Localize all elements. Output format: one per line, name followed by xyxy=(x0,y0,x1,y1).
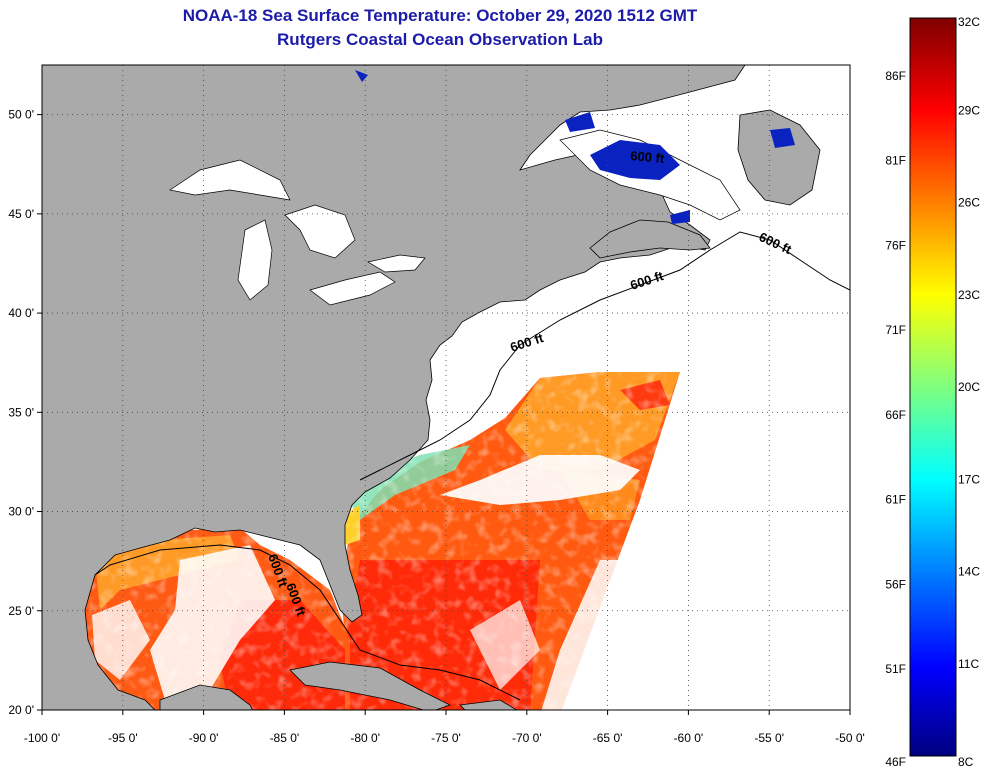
colorbar-celsius-label: 29C xyxy=(958,103,980,117)
lat-tick-label: 40 0' xyxy=(8,306,34,320)
lon-tick-label: -80 0' xyxy=(350,731,380,745)
contour-gulf xyxy=(94,544,521,701)
contour-label: 600 ft xyxy=(630,148,666,166)
map-subtitle: Rutgers Coastal Ocean Observation Lab xyxy=(277,30,603,49)
colorbar-fahrenheit-labels: 86F 81F 76F 71F 66F 61F 56F 51F 46F xyxy=(885,69,906,769)
lon-tick-label: -55 0' xyxy=(754,731,784,745)
latitude-axis: 20 0' 25 0' 30 0' 35 0' 40 0' 45 0' 50 0' xyxy=(8,108,42,717)
lat-tick-label: 35 0' xyxy=(8,405,34,419)
map-title: NOAA-18 Sea Surface Temperature: October… xyxy=(182,6,698,25)
lon-tick-label: -85 0' xyxy=(270,731,300,745)
lon-tick-label: -90 0' xyxy=(189,731,219,745)
colorbar-celsius-label: 11C xyxy=(958,657,979,671)
colorbar xyxy=(909,17,957,757)
lat-tick-label: 50 0' xyxy=(8,108,34,122)
lon-tick-label: -65 0' xyxy=(593,731,623,745)
colorbar-celsius-labels: 32C 29C 26C 23C 20C 17C 14C 11C 8C xyxy=(958,15,980,769)
colorbar-celsius-label: 20C xyxy=(958,380,980,394)
lon-tick-label: -50 0' xyxy=(835,731,865,745)
lat-tick-label: 45 0' xyxy=(8,207,34,221)
colorbar-celsius-label: 32C xyxy=(958,15,980,29)
lon-tick-label: -100 0' xyxy=(24,731,60,745)
lon-tick-label: -70 0' xyxy=(512,731,542,745)
colorbar-fahrenheit-label: 51F xyxy=(885,662,906,676)
colorbar-celsius-label: 26C xyxy=(958,196,980,210)
lat-tick-label: 25 0' xyxy=(8,604,34,618)
colorbar-fahrenheit-label: 56F xyxy=(885,577,906,591)
colorbar-fahrenheit-label: 46F xyxy=(885,755,906,769)
colorbar-fahrenheit-label: 76F xyxy=(885,238,906,252)
lat-tick-label: 30 0' xyxy=(8,505,34,519)
lat-tick-label: 20 0' xyxy=(8,703,34,717)
lon-tick-label: -95 0' xyxy=(108,731,138,745)
sst-cold-patches xyxy=(355,70,795,224)
colorbar-celsius-label: 23C xyxy=(958,288,980,302)
longitude-axis: -100 0' -95 0' -90 0' -85 0' -80 0' -75 0' -70… xyxy=(24,710,865,745)
colorbar-celsius-label: 8C xyxy=(958,755,974,769)
contour-atlantic xyxy=(359,231,850,481)
colorbar-fahrenheit-label: 66F xyxy=(885,408,906,422)
lon-tick-label: -75 0' xyxy=(431,731,461,745)
colorbar-fahrenheit-label: 71F xyxy=(885,323,906,337)
colorbar-fahrenheit-label: 81F xyxy=(885,154,906,168)
colorbar-fahrenheit-label: 86F xyxy=(885,69,906,83)
colorbar-celsius-label: 17C xyxy=(958,472,980,486)
colorbar-celsius-label: 14C xyxy=(958,565,980,579)
colorbar-fahrenheit-label: 61F xyxy=(885,493,906,507)
lon-tick-label: -60 0' xyxy=(674,731,704,745)
